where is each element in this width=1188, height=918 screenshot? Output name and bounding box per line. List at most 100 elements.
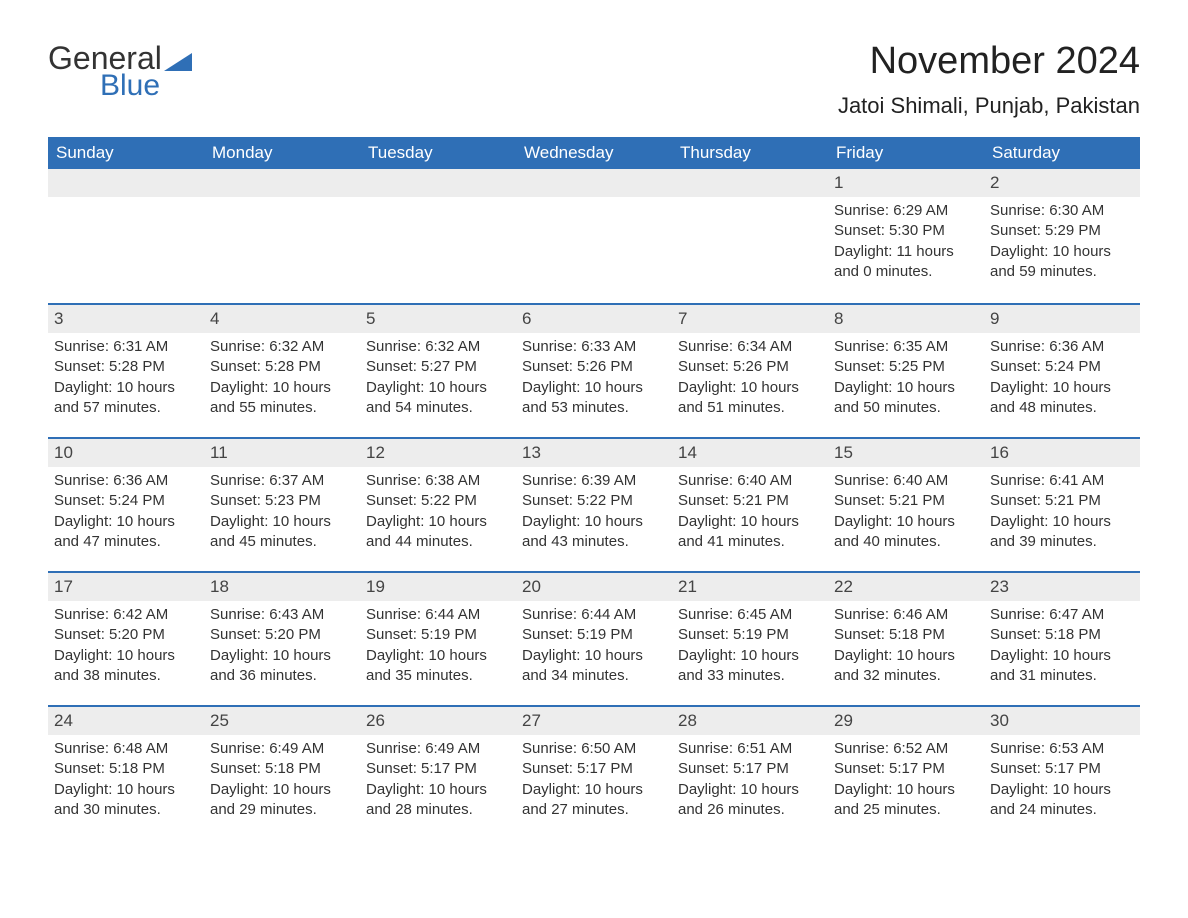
daylight-line: Daylight: 10 hours and 47 minutes. [54, 512, 198, 553]
day-details: Sunrise: 6:31 AMSunset: 5:28 PMDaylight:… [48, 333, 204, 418]
day-number: 28 [672, 705, 828, 735]
daylight-line: Daylight: 10 hours and 32 minutes. [834, 646, 978, 687]
day-details: Sunrise: 6:53 AMSunset: 5:17 PMDaylight:… [984, 735, 1140, 820]
sunrise-line: Sunrise: 6:49 AM [366, 739, 510, 759]
sunset-line: Sunset: 5:27 PM [366, 357, 510, 377]
day-number: 18 [204, 571, 360, 601]
day-number: 2 [984, 169, 1140, 197]
day-number: 6 [516, 303, 672, 333]
calendar-cell: 5Sunrise: 6:32 AMSunset: 5:27 PMDaylight… [360, 303, 516, 437]
day-number: 19 [360, 571, 516, 601]
header: General Blue November 2024 Jatoi Shimali… [48, 40, 1140, 133]
daylight-line: Daylight: 10 hours and 43 minutes. [522, 512, 666, 553]
calendar-cell: 30Sunrise: 6:53 AMSunset: 5:17 PMDayligh… [984, 705, 1140, 839]
calendar-row: 10Sunrise: 6:36 AMSunset: 5:24 PMDayligh… [48, 437, 1140, 571]
sunset-line: Sunset: 5:17 PM [990, 759, 1134, 779]
day-number: 10 [48, 437, 204, 467]
day-number: 24 [48, 705, 204, 735]
logo-triangle-icon [164, 53, 192, 71]
logo-word-2: Blue [100, 69, 192, 103]
day-details: Sunrise: 6:49 AMSunset: 5:17 PMDaylight:… [360, 735, 516, 820]
sunrise-line: Sunrise: 6:48 AM [54, 739, 198, 759]
day-number: 11 [204, 437, 360, 467]
daylight-line: Daylight: 10 hours and 50 minutes. [834, 378, 978, 419]
empty-day-bar [360, 169, 516, 197]
weekday-header: Wednesday [516, 137, 672, 169]
calendar-cell: 10Sunrise: 6:36 AMSunset: 5:24 PMDayligh… [48, 437, 204, 571]
calendar-cell: 26Sunrise: 6:49 AMSunset: 5:17 PMDayligh… [360, 705, 516, 839]
day-number: 1 [828, 169, 984, 197]
calendar-cell [672, 169, 828, 303]
day-details: Sunrise: 6:52 AMSunset: 5:17 PMDaylight:… [828, 735, 984, 820]
sunset-line: Sunset: 5:20 PM [54, 625, 198, 645]
weekday-header: Friday [828, 137, 984, 169]
daylight-line: Daylight: 10 hours and 30 minutes. [54, 780, 198, 821]
day-details: Sunrise: 6:44 AMSunset: 5:19 PMDaylight:… [516, 601, 672, 686]
day-details: Sunrise: 6:50 AMSunset: 5:17 PMDaylight:… [516, 735, 672, 820]
weekday-header: Tuesday [360, 137, 516, 169]
calendar-cell: 8Sunrise: 6:35 AMSunset: 5:25 PMDaylight… [828, 303, 984, 437]
month-title: November 2024 [838, 40, 1140, 83]
day-number: 16 [984, 437, 1140, 467]
daylight-line: Daylight: 10 hours and 35 minutes. [366, 646, 510, 687]
sunset-line: Sunset: 5:24 PM [990, 357, 1134, 377]
daylight-line: Daylight: 10 hours and 36 minutes. [210, 646, 354, 687]
day-details: Sunrise: 6:29 AMSunset: 5:30 PMDaylight:… [828, 197, 984, 282]
day-number: 3 [48, 303, 204, 333]
sunset-line: Sunset: 5:18 PM [834, 625, 978, 645]
day-number: 30 [984, 705, 1140, 735]
day-number: 4 [204, 303, 360, 333]
calendar-cell: 22Sunrise: 6:46 AMSunset: 5:18 PMDayligh… [828, 571, 984, 705]
sunrise-line: Sunrise: 6:31 AM [54, 337, 198, 357]
daylight-line: Daylight: 10 hours and 41 minutes. [678, 512, 822, 553]
daylight-line: Daylight: 10 hours and 51 minutes. [678, 378, 822, 419]
calendar-cell: 29Sunrise: 6:52 AMSunset: 5:17 PMDayligh… [828, 705, 984, 839]
sunset-line: Sunset: 5:26 PM [522, 357, 666, 377]
day-details: Sunrise: 6:32 AMSunset: 5:27 PMDaylight:… [360, 333, 516, 418]
daylight-line: Daylight: 10 hours and 55 minutes. [210, 378, 354, 419]
sunset-line: Sunset: 5:19 PM [678, 625, 822, 645]
calendar-cell [204, 169, 360, 303]
daylight-line: Daylight: 10 hours and 33 minutes. [678, 646, 822, 687]
sunrise-line: Sunrise: 6:44 AM [522, 605, 666, 625]
sunrise-line: Sunrise: 6:36 AM [990, 337, 1134, 357]
day-number: 13 [516, 437, 672, 467]
day-number: 25 [204, 705, 360, 735]
calendar-cell: 4Sunrise: 6:32 AMSunset: 5:28 PMDaylight… [204, 303, 360, 437]
daylight-line: Daylight: 10 hours and 26 minutes. [678, 780, 822, 821]
sunset-line: Sunset: 5:28 PM [54, 357, 198, 377]
daylight-line: Daylight: 10 hours and 29 minutes. [210, 780, 354, 821]
daylight-line: Daylight: 10 hours and 54 minutes. [366, 378, 510, 419]
day-details: Sunrise: 6:42 AMSunset: 5:20 PMDaylight:… [48, 601, 204, 686]
day-number: 21 [672, 571, 828, 601]
calendar-cell: 24Sunrise: 6:48 AMSunset: 5:18 PMDayligh… [48, 705, 204, 839]
calendar-cell: 25Sunrise: 6:49 AMSunset: 5:18 PMDayligh… [204, 705, 360, 839]
weekday-header: Thursday [672, 137, 828, 169]
daylight-line: Daylight: 10 hours and 39 minutes. [990, 512, 1134, 553]
calendar-cell: 28Sunrise: 6:51 AMSunset: 5:17 PMDayligh… [672, 705, 828, 839]
sunrise-line: Sunrise: 6:34 AM [678, 337, 822, 357]
day-details: Sunrise: 6:41 AMSunset: 5:21 PMDaylight:… [984, 467, 1140, 552]
day-number: 5 [360, 303, 516, 333]
day-details: Sunrise: 6:33 AMSunset: 5:26 PMDaylight:… [516, 333, 672, 418]
day-details: Sunrise: 6:34 AMSunset: 5:26 PMDaylight:… [672, 333, 828, 418]
sunset-line: Sunset: 5:28 PM [210, 357, 354, 377]
daylight-line: Daylight: 10 hours and 28 minutes. [366, 780, 510, 821]
calendar-cell: 16Sunrise: 6:41 AMSunset: 5:21 PMDayligh… [984, 437, 1140, 571]
calendar-cell [48, 169, 204, 303]
day-details: Sunrise: 6:40 AMSunset: 5:21 PMDaylight:… [828, 467, 984, 552]
calendar-row: 17Sunrise: 6:42 AMSunset: 5:20 PMDayligh… [48, 571, 1140, 705]
daylight-line: Daylight: 10 hours and 27 minutes. [522, 780, 666, 821]
daylight-line: Daylight: 10 hours and 48 minutes. [990, 378, 1134, 419]
calendar-cell: 15Sunrise: 6:40 AMSunset: 5:21 PMDayligh… [828, 437, 984, 571]
daylight-line: Daylight: 10 hours and 57 minutes. [54, 378, 198, 419]
location: Jatoi Shimali, Punjab, Pakistan [838, 93, 1140, 119]
day-number: 7 [672, 303, 828, 333]
day-number: 14 [672, 437, 828, 467]
sunrise-line: Sunrise: 6:38 AM [366, 471, 510, 491]
empty-day-bar [672, 169, 828, 197]
sunrise-line: Sunrise: 6:52 AM [834, 739, 978, 759]
day-details: Sunrise: 6:45 AMSunset: 5:19 PMDaylight:… [672, 601, 828, 686]
sunrise-line: Sunrise: 6:37 AM [210, 471, 354, 491]
sunrise-line: Sunrise: 6:42 AM [54, 605, 198, 625]
